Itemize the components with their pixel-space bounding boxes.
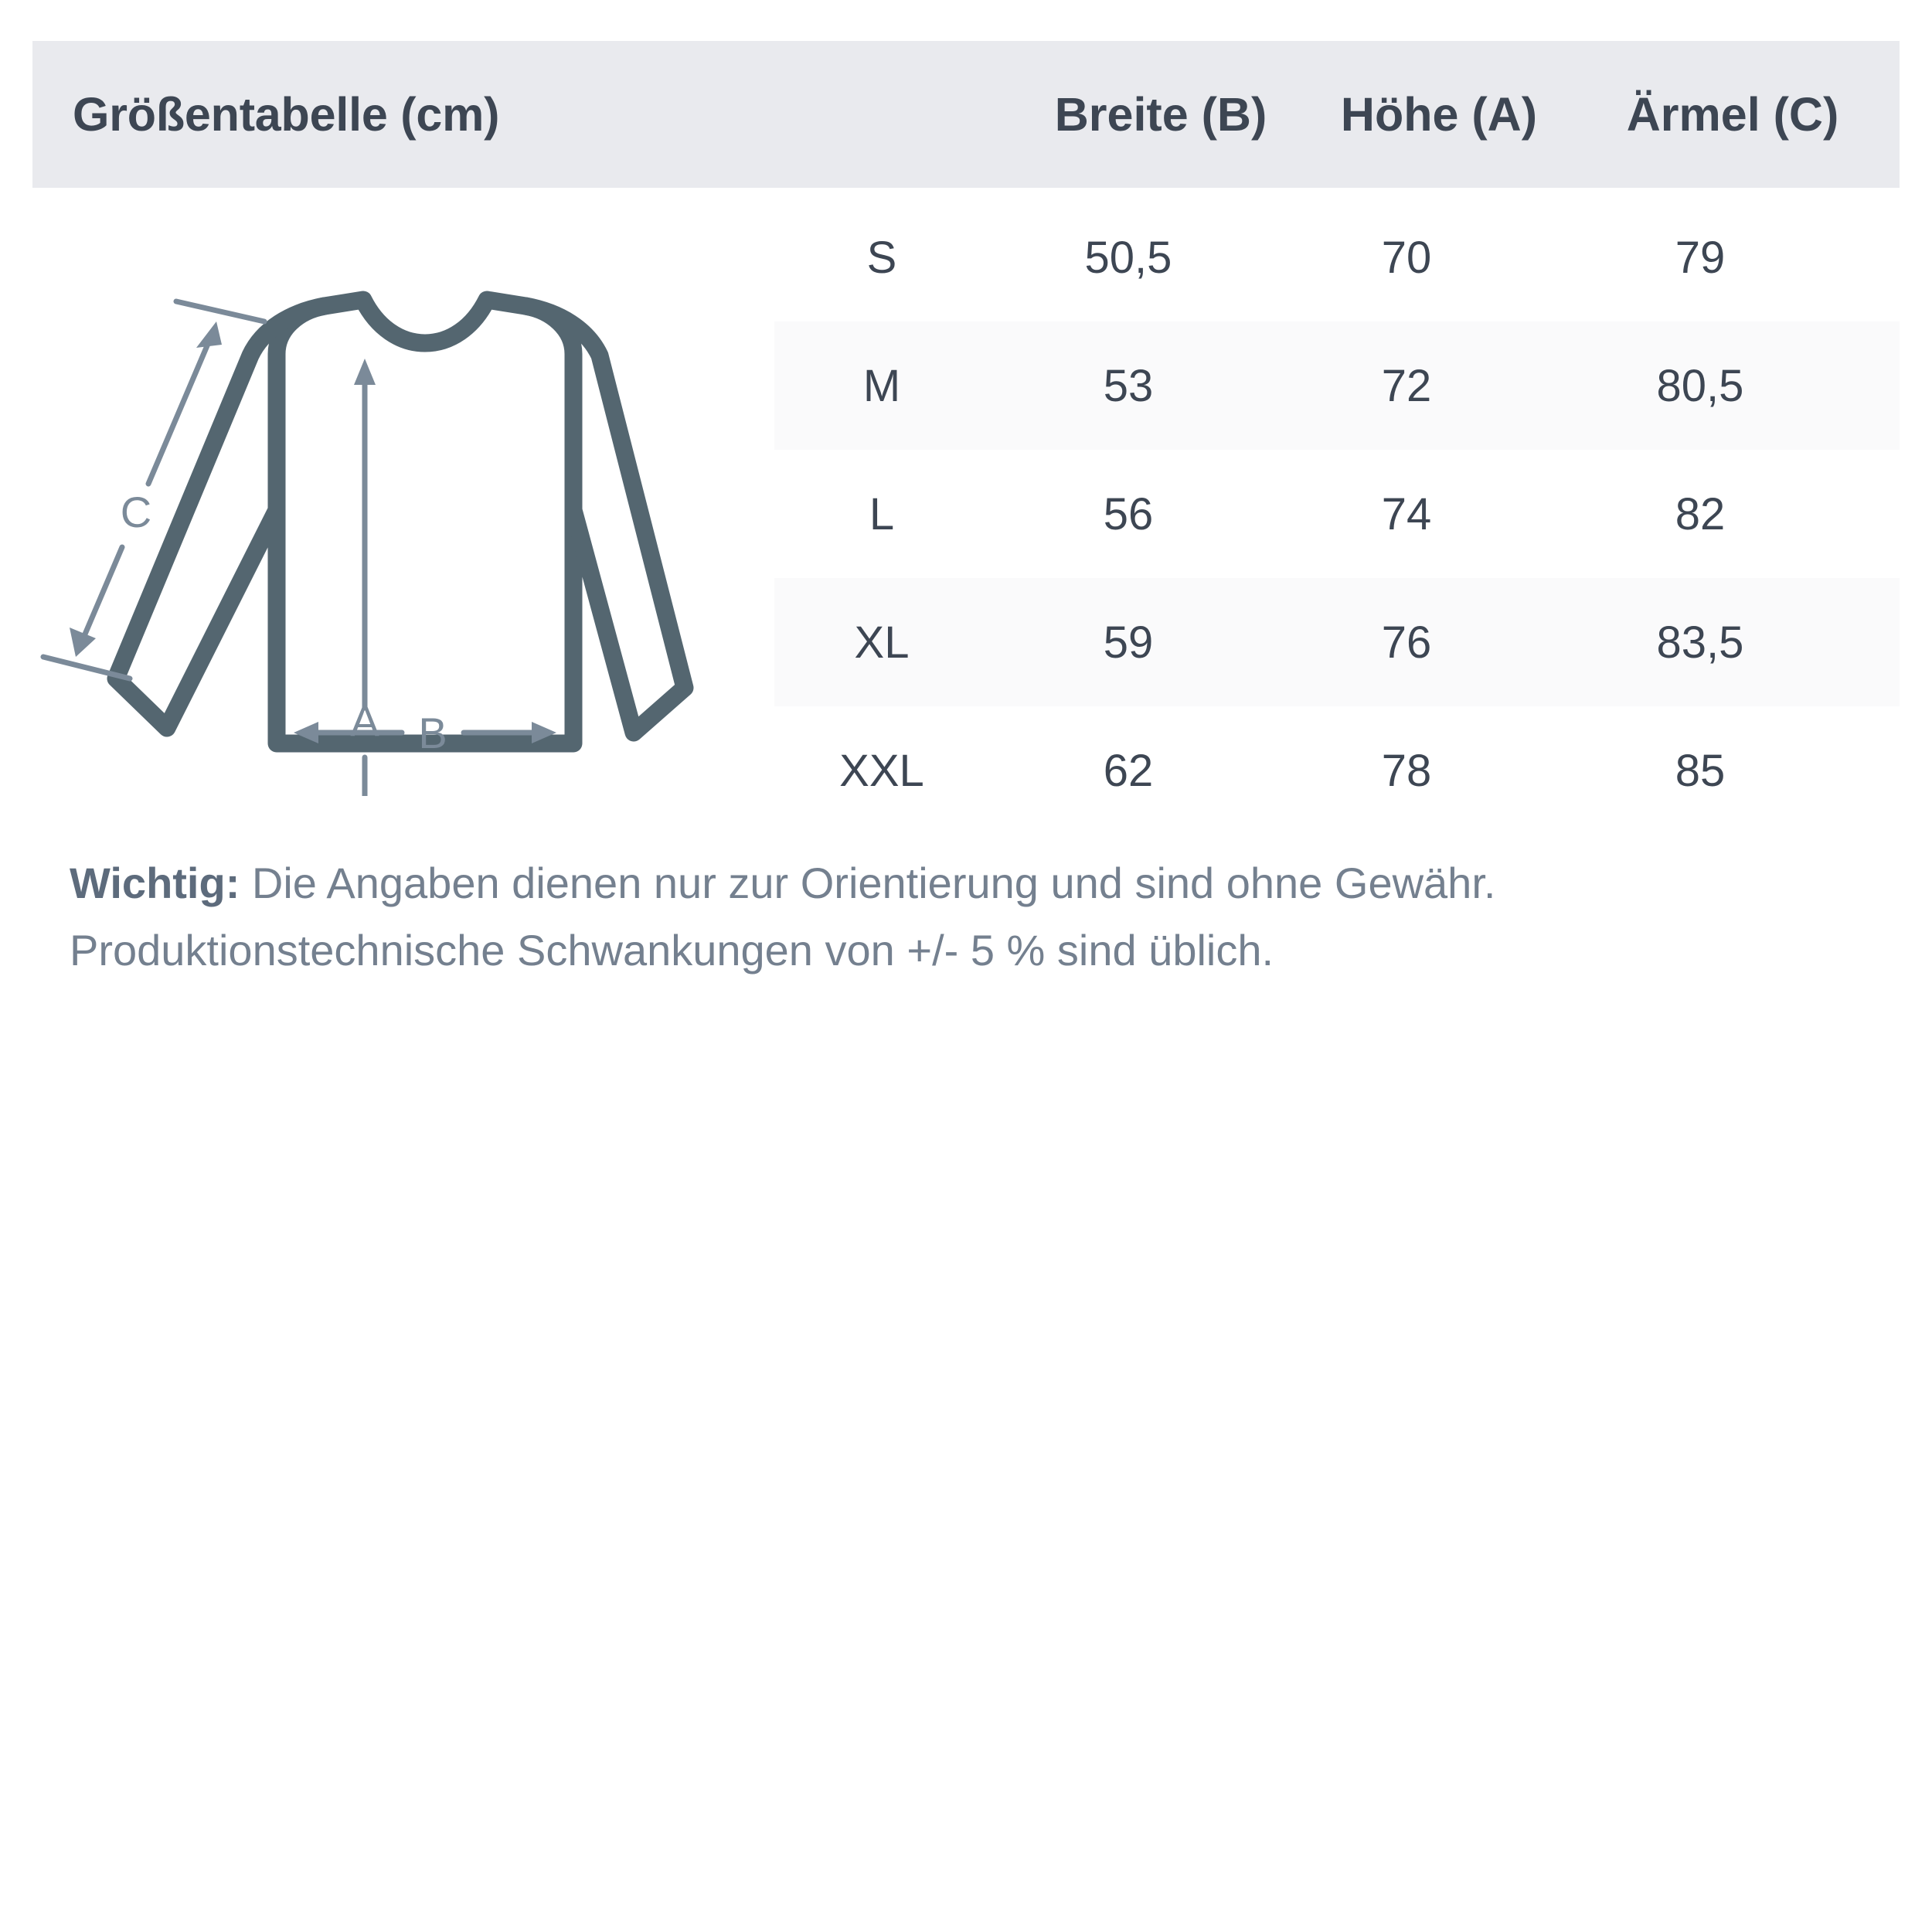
cell-size: XL xyxy=(854,617,910,668)
cell-hohe: 72 xyxy=(1381,360,1432,411)
column-header-group: Breite (B) Höhe (A) Ärmel (C) xyxy=(805,41,1900,188)
column-header-hohe: Höhe (A) xyxy=(1340,88,1538,141)
cell-hohe: 70 xyxy=(1381,232,1432,283)
cell-armel: 83,5 xyxy=(1656,617,1744,668)
cell-breite: 56 xyxy=(1103,488,1154,539)
cell-armel: 85 xyxy=(1675,745,1726,796)
table-row: S 50,5 70 79 xyxy=(774,193,1900,321)
chart-header-band: Größentabelle (cm) Breite (B) Höhe (A) Ä… xyxy=(32,41,1900,188)
table-row: L 56 74 82 xyxy=(774,450,1900,578)
column-header-breite: Breite (B) xyxy=(1054,88,1267,141)
disclaimer-prefix: Wichtig: xyxy=(70,859,240,907)
dimension-label-a: A xyxy=(350,696,379,745)
garment-diagram: B A C xyxy=(31,255,796,796)
cell-breite: 62 xyxy=(1103,745,1154,796)
size-table-body: S 50,5 70 79 M 53 72 80,5 L 56 74 82 XL … xyxy=(774,193,1900,835)
cell-breite: 50,5 xyxy=(1084,232,1172,283)
cell-armel: 82 xyxy=(1675,488,1726,539)
cell-size: M xyxy=(862,360,901,411)
cell-armel: 79 xyxy=(1675,232,1726,283)
cell-breite: 53 xyxy=(1103,360,1154,411)
cell-armel: 80,5 xyxy=(1656,360,1744,411)
cell-size: S xyxy=(866,232,897,283)
disclaimer-line-1: Die Angaben dienen nur zur Orientierung … xyxy=(240,859,1496,907)
cell-hohe: 76 xyxy=(1381,617,1432,668)
cell-breite: 59 xyxy=(1103,617,1154,668)
cell-hohe: 78 xyxy=(1381,745,1432,796)
dimension-label-b: B xyxy=(418,709,447,757)
column-header-armel: Ärmel (C) xyxy=(1626,88,1839,141)
table-row: XXL 62 78 85 xyxy=(774,706,1900,835)
cell-size: L xyxy=(869,488,895,539)
table-row: XL 59 76 83,5 xyxy=(774,578,1900,706)
dimension-label-c: C xyxy=(121,488,151,536)
table-row: M 53 72 80,5 xyxy=(774,321,1900,450)
disclaimer-note: Wichtig: Die Angaben dienen nur zur Orie… xyxy=(70,850,1870,985)
disclaimer-line-2: Produktionstechnische Schwankungen von +… xyxy=(70,925,1274,975)
page-title: Größentabelle (cm) xyxy=(73,88,500,141)
cell-size: XXL xyxy=(839,745,924,796)
cell-hohe: 74 xyxy=(1381,488,1432,539)
